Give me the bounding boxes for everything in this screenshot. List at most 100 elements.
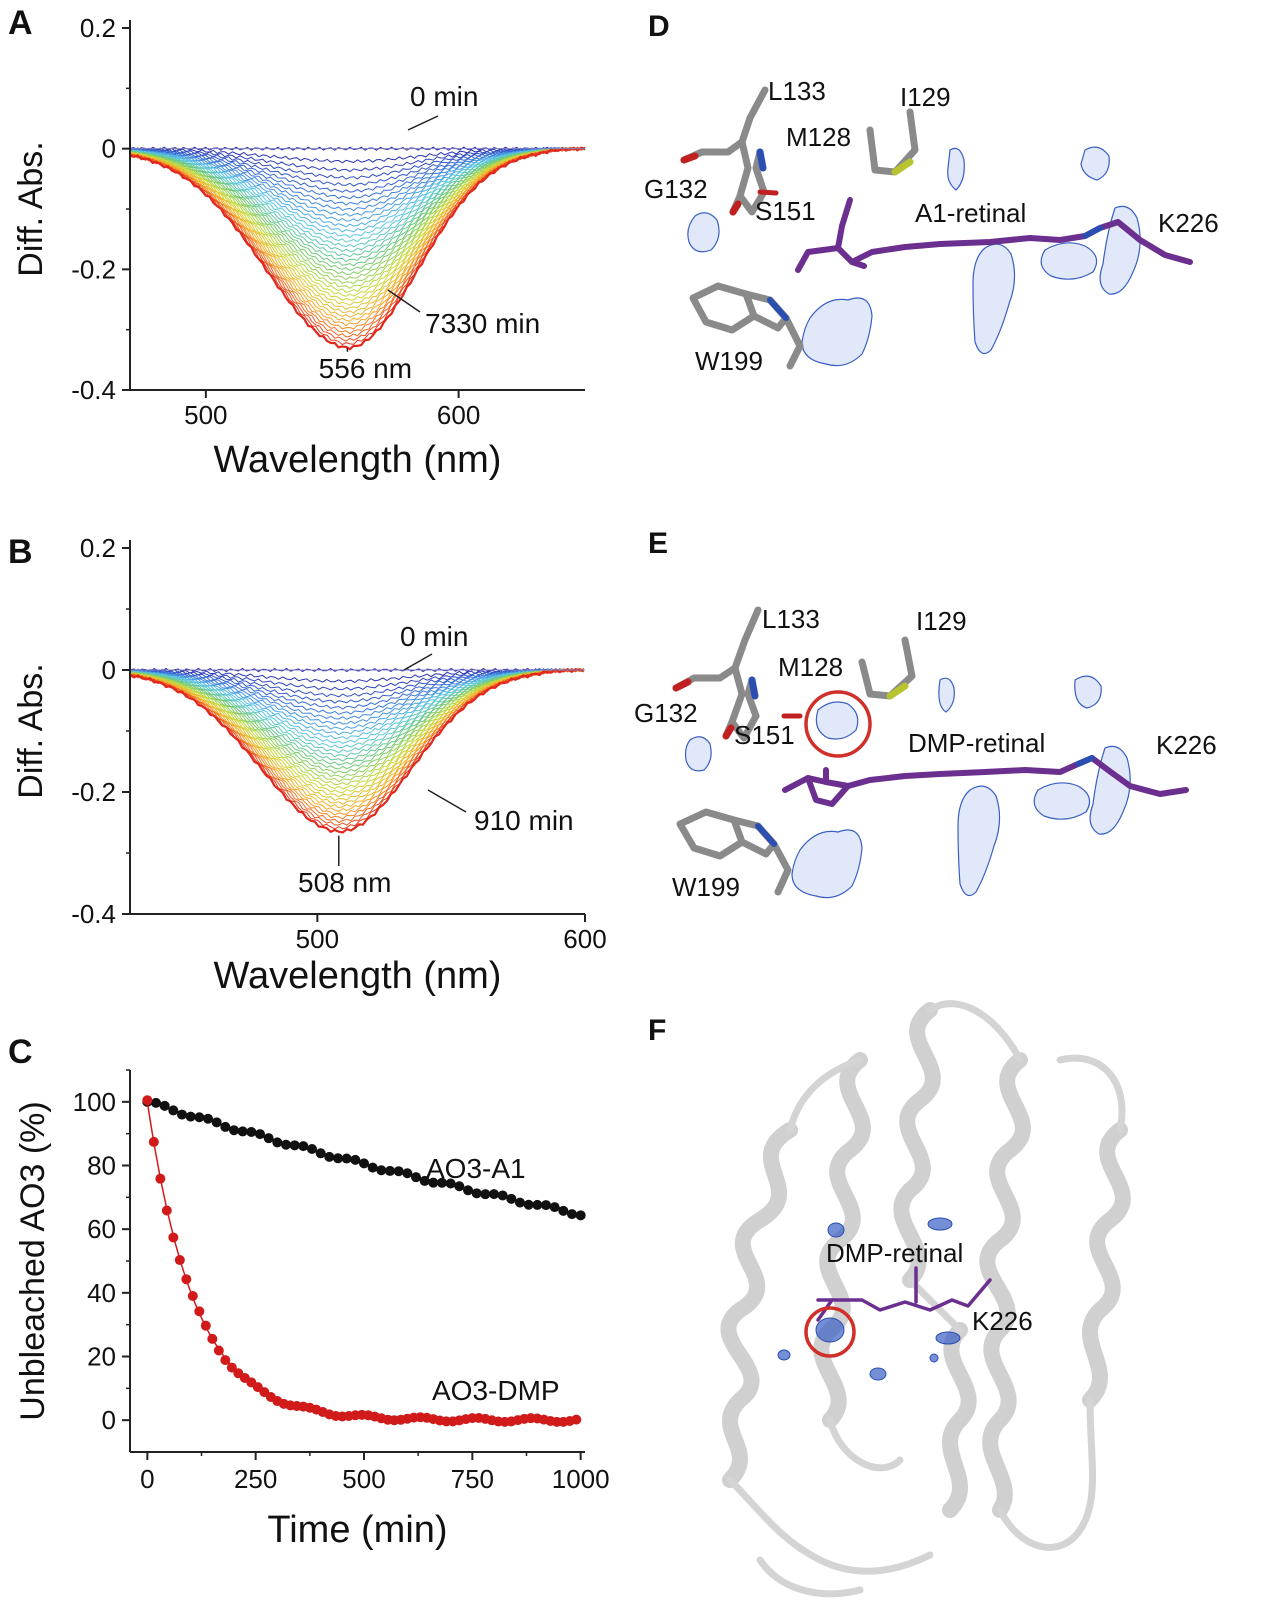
- panel-letter-f: F: [648, 1014, 666, 1047]
- x-tick-label: 1000: [552, 1464, 610, 1494]
- x-axis-label: Time (min): [267, 1509, 447, 1551]
- x-tick-label: 250: [234, 1464, 277, 1494]
- y-tick-label: 0: [102, 1405, 116, 1435]
- x-tick-label: 600: [437, 400, 480, 430]
- y-tick-label: 0: [102, 134, 116, 164]
- residue-label-i129: I129: [916, 606, 967, 636]
- panel-letter-b: B: [8, 533, 33, 571]
- panel-letter-c: C: [8, 1033, 33, 1071]
- data-point-ao3-dmp: [142, 1095, 153, 1106]
- annotation-leader: [407, 115, 439, 131]
- data-point-ao3-dmp: [207, 1333, 218, 1344]
- data-point-ao3-a1: [203, 1113, 213, 1124]
- data-point-ao3-a1: [246, 1126, 257, 1137]
- spectrum-curve: [129, 146, 586, 248]
- spectrum-curve: [129, 146, 586, 271]
- data-point-ao3-a1: [506, 1193, 517, 1204]
- data-point-ao3-a1: [402, 1168, 413, 1179]
- residue-label-i129: I129: [900, 82, 951, 112]
- retinal-label: DMP-retinal: [908, 728, 1045, 758]
- data-point-ao3-a1: [523, 1199, 534, 1210]
- data-point-ao3-dmp: [148, 1136, 159, 1147]
- data-point-ao3-a1: [463, 1185, 473, 1196]
- series-label-ao3-dmp: AO3-DMP: [432, 1375, 560, 1406]
- data-point-ao3-a1: [151, 1097, 161, 1108]
- structure-d-a1-retinal-site: L133 I129 M128 G132 S151 A1-retinal K226…: [644, 76, 1219, 376]
- residue-label-l133: L133: [762, 604, 820, 634]
- data-point-ao3-dmp: [168, 1232, 179, 1243]
- data-point-ao3-a1: [411, 1172, 421, 1183]
- data-point-ao3-a1: [168, 1105, 179, 1116]
- retinal-label: DMP-retinal: [826, 1238, 963, 1268]
- data-point-ao3-dmp: [571, 1414, 582, 1425]
- y-tick-label: 80: [87, 1151, 116, 1181]
- oxygen-atom: [729, 200, 742, 216]
- data-point-ao3-a1: [541, 1200, 551, 1211]
- data-point-ao3-dmp: [220, 1355, 231, 1366]
- nitrogen-atom: [755, 823, 777, 847]
- data-point-ao3-a1: [515, 1197, 525, 1208]
- data-point-ao3-dmp: [174, 1255, 185, 1266]
- data-point-ao3-a1: [549, 1202, 560, 1213]
- data-point-ao3-a1: [315, 1148, 326, 1159]
- residue-label-k226: K226: [1156, 730, 1217, 760]
- data-point-ao3-a1: [376, 1165, 387, 1176]
- residue-label-w199: W199: [672, 872, 740, 902]
- x-axis-label: Wavelength (nm): [214, 955, 502, 997]
- spectrum-curve: [129, 146, 586, 351]
- data-point-ao3-a1: [211, 1117, 222, 1128]
- data-point-ao3-a1: [428, 1177, 439, 1188]
- data-point-ao3-a1: [272, 1137, 283, 1148]
- helix-ribbons: [720, 1002, 1131, 1518]
- residue-label-m128: M128: [786, 122, 851, 152]
- spectrum-curve: [129, 668, 584, 691]
- oxygen-atom: [680, 152, 699, 164]
- data-point-ao3-a1: [307, 1143, 317, 1154]
- retinal-chromophore: [782, 755, 1189, 807]
- residue-label-g132: G132: [634, 698, 698, 728]
- annotation-end-time: 7330 min: [425, 308, 540, 339]
- residue-label-w199: W199: [695, 346, 763, 376]
- schiff-base-nitrogen: [1082, 225, 1103, 239]
- data-point-ao3-a1: [385, 1165, 395, 1176]
- data-point-ao3-a1: [333, 1153, 343, 1164]
- schiff-base-nitrogen: [1075, 755, 1095, 767]
- data-point-ao3-dmp: [155, 1173, 166, 1184]
- spectrum-curve: [129, 668, 585, 834]
- retinal-label: A1-retinal: [915, 198, 1026, 228]
- spectrum-curve: [129, 146, 586, 293]
- residue-label-k226: K226: [1158, 208, 1219, 238]
- data-point-ao3-a1: [437, 1177, 447, 1188]
- residue-label-m128: M128: [778, 652, 843, 682]
- nitrogen-atom: [748, 676, 759, 700]
- data-point-ao3-a1: [177, 1109, 187, 1120]
- annotation-end-time: 910 min: [474, 805, 574, 836]
- panel-letter-a: A: [8, 4, 33, 42]
- data-point-ao3-dmp: [181, 1274, 192, 1285]
- residue-label-g132: G132: [644, 174, 708, 204]
- spectrum-curve: [129, 146, 586, 200]
- data-point-ao3-a1: [497, 1190, 508, 1201]
- data-point-ao3-a1: [185, 1111, 196, 1122]
- nitrogen-atom: [767, 297, 789, 321]
- data-point-ao3-a1: [532, 1199, 543, 1210]
- oxygen-atom: [722, 724, 735, 740]
- data-point-ao3-a1: [298, 1141, 309, 1152]
- y-tick-label: 0.2: [80, 533, 116, 563]
- y-tick-label: -0.2: [71, 777, 116, 807]
- data-point-ao3-a1: [229, 1125, 239, 1136]
- data-point-ao3-a1: [471, 1188, 482, 1199]
- highlight-circle: [804, 1306, 856, 1358]
- data-point-ao3-a1: [341, 1153, 352, 1164]
- retinal-chromophore: [816, 1266, 992, 1322]
- panel-letter-e: E: [648, 527, 668, 560]
- y-axis-label: Diff. Abs.: [12, 663, 50, 798]
- retinal-chromophore: [795, 197, 1193, 273]
- data-point-ao3-a1: [220, 1121, 231, 1132]
- y-tick-label: 0: [102, 655, 116, 685]
- annotation-0-min: 0 min: [400, 621, 468, 652]
- data-point-ao3-a1: [419, 1175, 430, 1186]
- y-tick-label: -0.4: [71, 375, 116, 405]
